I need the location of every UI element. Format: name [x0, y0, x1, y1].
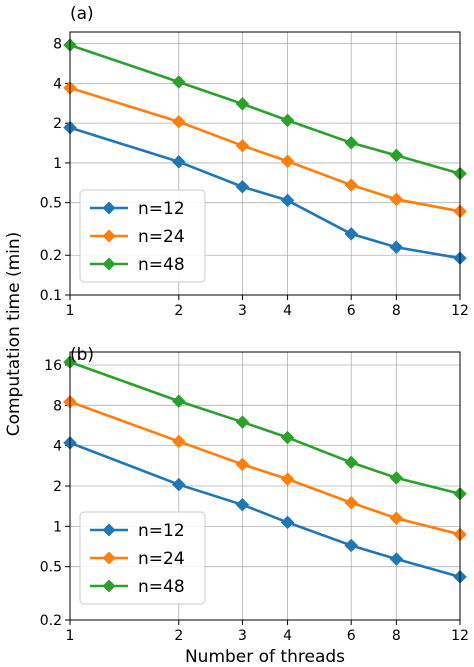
y-tick-label: 0.2	[40, 248, 62, 264]
x-tick-label: 6	[347, 628, 356, 644]
legend-entry-label: n=12	[138, 199, 185, 219]
data-point-marker	[344, 455, 359, 470]
data-point-marker	[344, 178, 359, 192]
data-point-marker	[235, 138, 250, 153]
data-point-marker	[389, 511, 404, 526]
y-tick-label: 2	[53, 116, 62, 132]
legend-entry-label: n=12	[138, 521, 185, 541]
panel-label: (a)	[70, 4, 94, 24]
data-point-marker	[344, 495, 359, 510]
data-point-marker	[280, 113, 295, 128]
legend-entry-label: n=48	[138, 255, 185, 275]
data-point-marker	[235, 97, 250, 111]
data-point-marker	[235, 457, 250, 472]
data-point-marker	[389, 471, 404, 485]
legend-entry-label: n=24	[138, 227, 185, 247]
x-axis-label: Number of threads	[185, 647, 345, 667]
legend-entry-label: n=48	[138, 577, 185, 597]
y-tick-label: 0.5	[40, 560, 62, 576]
x-tick-label: 12	[451, 628, 469, 644]
y-tick-label: 16	[44, 358, 62, 374]
y-tick-label: 0.5	[40, 196, 62, 212]
legend-swatch-marker	[102, 201, 116, 215]
legend-swatch-marker	[102, 551, 116, 565]
data-point-marker	[171, 154, 186, 169]
y-tick-label: 4	[53, 439, 62, 455]
legend: n=12 n=24 n=48	[79, 189, 206, 283]
x-tick-label: 6	[347, 303, 356, 319]
x-tick-label: 8	[392, 628, 401, 644]
x-tick-label: 8	[392, 303, 401, 319]
y-tick-label: 2	[53, 479, 62, 495]
data-point-marker	[389, 148, 404, 163]
data-point-marker	[344, 135, 359, 150]
legend-swatch-marker	[102, 257, 116, 271]
y-tick-label: 1	[53, 519, 62, 535]
y-tick-label: 0.1	[40, 288, 62, 304]
data-point-marker	[389, 552, 404, 566]
x-tick-label: 1	[66, 303, 75, 319]
data-point-marker	[344, 538, 359, 553]
data-point-marker	[389, 240, 404, 255]
data-point-marker	[280, 430, 295, 445]
data-point-marker	[171, 394, 186, 408]
axes-frame	[69, 31, 461, 296]
data-point-marker	[280, 193, 295, 208]
x-tick-label: 3	[238, 303, 247, 319]
legend: n=12 n=24 n=48	[79, 511, 206, 605]
axes-frame	[69, 351, 461, 621]
y-tick-label: 8	[53, 398, 62, 414]
data-point-marker	[171, 114, 186, 129]
legend-swatch-marker	[102, 229, 116, 243]
data-point-marker	[235, 497, 250, 512]
x-tick-label: 3	[238, 628, 247, 644]
x-tick-label: 2	[174, 628, 183, 644]
data-point-marker	[280, 472, 295, 486]
y-tick-label: 4	[53, 76, 62, 92]
y-tick-label: 0.2	[40, 613, 62, 629]
data-point-marker	[171, 75, 186, 89]
data-point-marker	[344, 227, 359, 241]
x-tick-label: 2	[174, 303, 183, 319]
x-tick-label: 1	[66, 628, 75, 644]
data-point-marker	[235, 415, 250, 429]
legend-entry-label: n=24	[138, 549, 185, 569]
legend-swatch-marker	[102, 523, 116, 537]
data-point-marker	[280, 154, 295, 169]
legend-swatch-marker	[102, 579, 116, 593]
x-tick-label: 4	[283, 303, 292, 319]
panel-label: (b)	[70, 345, 94, 365]
legend-box	[79, 189, 206, 283]
legend-box	[79, 511, 206, 605]
y-tick-label: 8	[53, 37, 62, 53]
data-point-marker	[389, 192, 404, 207]
y-tick-label: 1	[53, 156, 62, 172]
data-point-marker	[171, 477, 186, 492]
y-axis-label: Computation time (min)	[4, 232, 24, 437]
data-point-marker	[235, 179, 250, 194]
data-point-marker	[280, 515, 295, 530]
series-line	[69, 360, 461, 496]
x-tick-label: 4	[283, 628, 292, 644]
x-tick-label: 12	[451, 303, 469, 319]
data-point-marker	[171, 434, 186, 449]
